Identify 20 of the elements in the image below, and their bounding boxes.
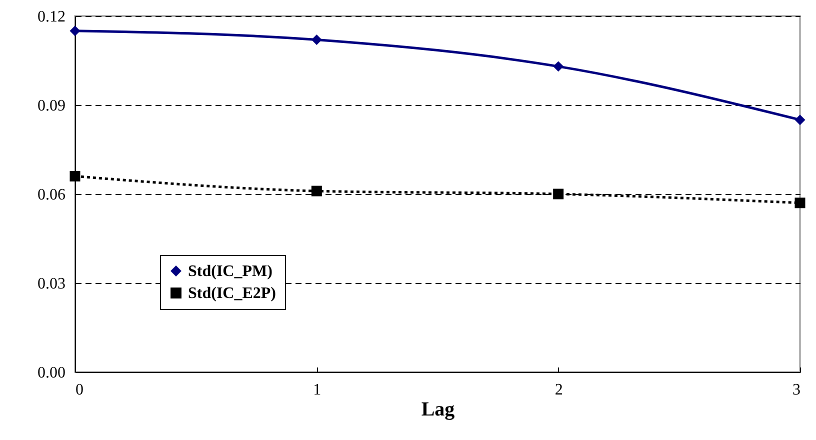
point [553, 61, 564, 72]
x-axis-title: Lag [421, 398, 455, 420]
point [311, 34, 322, 45]
legend-label: Std(IC_PM) [188, 263, 272, 280]
y-tick-label: 0.00 [38, 364, 66, 382]
point [70, 170, 80, 182]
point [70, 26, 80, 36]
x-tick-label: 3 [792, 382, 800, 398]
x-tick-label: 0 [76, 382, 84, 398]
point [794, 114, 806, 126]
x-tick-label: 1 [313, 382, 322, 398]
y-tick-label: 0.09 [38, 98, 66, 114]
y-tick-label: 0.12 [38, 8, 66, 26]
y-tick-label: 0.06 [38, 186, 66, 204]
y-tick-label: 0.03 [38, 276, 66, 292]
legend-label: Std(IC_E2P) [188, 285, 276, 302]
point [794, 198, 806, 208]
x-tick-label: 2 [554, 382, 563, 398]
point [553, 188, 564, 200]
point [311, 186, 322, 196]
